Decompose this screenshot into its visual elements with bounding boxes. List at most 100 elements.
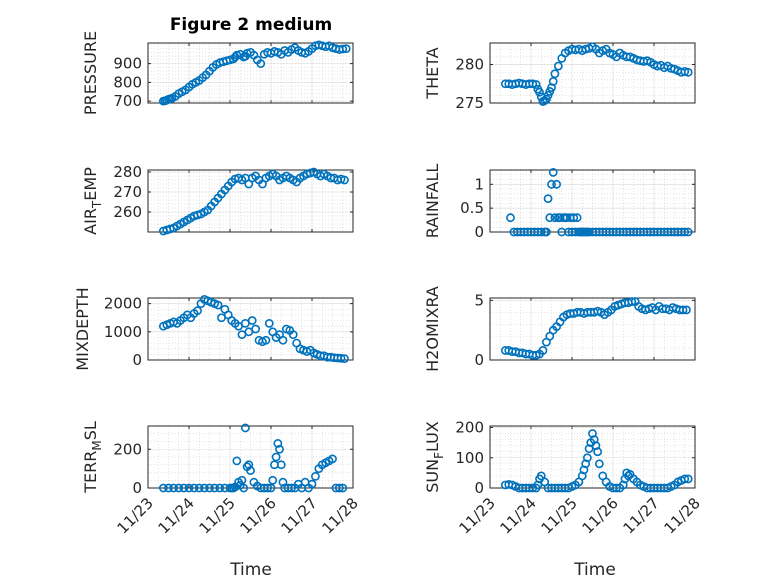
data-point	[266, 483, 276, 493]
data-point	[237, 475, 247, 485]
data-point	[683, 67, 693, 77]
axes-frame	[489, 425, 696, 489]
y-tick-label: 280	[113, 163, 142, 181]
subplot-5: 0 1000 2000 MIXDEPTH	[73, 287, 354, 371]
subplot-7: 0 200 TERRMSL 11/2311/2411/2511/2611/2711/2…	[81, 421, 362, 537]
subplot-6: 0 5 H2OMIXRA	[423, 286, 696, 372]
data-point	[582, 453, 592, 463]
data-point	[531, 80, 541, 89]
x-tick-label: 11/26	[237, 494, 280, 537]
data-point	[215, 483, 225, 493]
data-point	[247, 316, 257, 325]
y-axis-label-4: RAINFALL	[423, 164, 442, 239]
x-tick-label: 11/27	[620, 494, 663, 537]
data-point	[179, 483, 189, 493]
y-tick-label: 2000	[104, 295, 142, 313]
subplot-8: 0 100 200 SUNFLUX 11/2311/2411/2511/2611/271…	[423, 419, 704, 538]
data-point	[263, 483, 272, 493]
axes-frame	[147, 425, 354, 489]
y-tick-label: 280	[455, 56, 484, 74]
y-tick-label: 0	[132, 479, 142, 497]
data-point	[538, 346, 548, 355]
data-point	[261, 335, 271, 345]
data-point	[278, 477, 288, 487]
x-tick-label: 11/27	[278, 494, 321, 537]
y-axis-label-6: H2OMIXRA	[423, 286, 442, 372]
subplot-3: 260 270 280 AIRTEMP	[81, 163, 354, 236]
data-point	[311, 471, 320, 481]
data-point	[278, 335, 288, 345]
y-tick-label: 1000	[104, 323, 142, 341]
y-axis-label-5: MIXDEPTH	[73, 287, 92, 370]
x-tick-label: 11/26	[579, 494, 622, 537]
data-point	[543, 194, 553, 204]
y-tick-label: 200	[455, 419, 484, 437]
data-point	[164, 483, 173, 493]
data-point	[553, 61, 563, 71]
x-tick-label: 11/28	[319, 494, 362, 537]
y-tick-label: 0	[132, 351, 142, 369]
subplot-2: 275 280 THETA	[423, 42, 696, 112]
data-point	[213, 300, 223, 310]
data-point	[683, 474, 693, 484]
x-axis-label-left: Time	[229, 560, 272, 580]
data-point	[256, 59, 266, 69]
axes-frame	[147, 297, 354, 361]
data-point	[547, 179, 556, 189]
data-point	[545, 213, 555, 223]
x-tick-label: 11/25	[538, 494, 581, 537]
data-point	[169, 483, 179, 493]
data-point	[528, 79, 538, 89]
axes-frame	[147, 169, 354, 233]
data-point	[271, 452, 281, 462]
x-tick-label: 11/23	[456, 494, 499, 537]
subplot-4: 0 0.5 1 RAINFALL	[423, 164, 696, 241]
data-point	[268, 475, 278, 485]
data-point	[550, 213, 560, 223]
y-tick-label: 0	[474, 479, 484, 497]
axes-frame	[147, 42, 354, 104]
y-tick-label: 0	[474, 223, 484, 241]
data-point	[536, 227, 546, 237]
data-point	[548, 167, 558, 177]
data-point	[307, 479, 317, 489]
data-point	[240, 423, 250, 433]
y-tick-label: 270	[113, 183, 142, 201]
data-point	[338, 483, 348, 493]
y-tick-label: 5	[474, 291, 484, 309]
data-point	[627, 297, 637, 306]
data-point	[680, 67, 690, 76]
data-point	[682, 305, 691, 315]
data-point	[158, 483, 168, 493]
data-point	[239, 483, 249, 493]
data-point	[594, 459, 604, 469]
y-axis-label-2: THETA	[423, 47, 442, 99]
data-point	[232, 456, 242, 466]
data-point	[572, 213, 582, 223]
data-point	[264, 318, 274, 328]
y-tick-label: 1	[474, 175, 484, 193]
data-point	[678, 305, 688, 315]
x-tick-label: 11/24	[155, 494, 198, 537]
data-point	[287, 483, 296, 493]
data-point	[340, 354, 349, 363]
data-point	[275, 444, 284, 454]
y-tick-label: 800	[113, 73, 142, 91]
figure-title: Figure 2 medium	[170, 15, 332, 35]
data-point	[680, 227, 690, 237]
y-tick-label: 700	[113, 92, 142, 110]
data-point	[341, 44, 351, 54]
data-point	[338, 44, 348, 54]
data-point	[548, 77, 558, 86]
data-point	[246, 466, 255, 475]
data-point	[550, 69, 560, 79]
data-point	[340, 175, 349, 185]
y-axis-label-3: AIRTEMP	[81, 167, 104, 235]
y-tick-label: 0	[474, 351, 484, 369]
x-tick-label: 11/23	[114, 494, 157, 537]
axes-frame	[489, 297, 696, 361]
data-point	[569, 213, 579, 223]
y-axis-label-8: SUNFLUX	[423, 421, 446, 493]
data-point	[174, 483, 184, 493]
